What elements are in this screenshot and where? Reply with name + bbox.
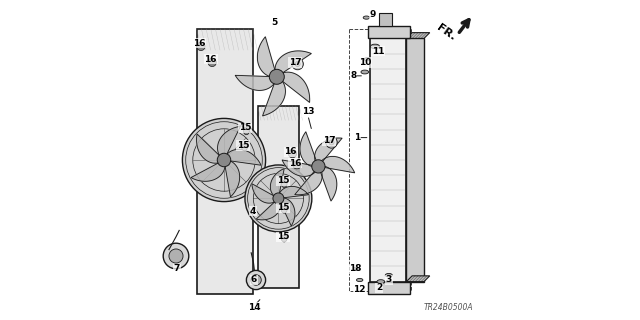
Text: 1: 1 <box>354 133 360 142</box>
Polygon shape <box>278 198 295 226</box>
Circle shape <box>182 118 266 202</box>
Bar <box>197 29 253 294</box>
Polygon shape <box>300 132 319 166</box>
Polygon shape <box>236 75 277 91</box>
Text: 16: 16 <box>289 159 301 168</box>
Ellipse shape <box>364 16 370 19</box>
Text: 16: 16 <box>284 148 297 156</box>
Ellipse shape <box>377 280 385 284</box>
Circle shape <box>208 58 216 67</box>
Circle shape <box>245 165 312 232</box>
Text: 15: 15 <box>237 141 250 150</box>
Polygon shape <box>278 187 308 198</box>
Ellipse shape <box>361 70 369 74</box>
Text: 11: 11 <box>372 47 385 56</box>
Polygon shape <box>270 169 284 198</box>
Text: 2: 2 <box>376 284 382 292</box>
Polygon shape <box>315 138 342 166</box>
Bar <box>368 282 410 294</box>
Bar <box>258 106 300 288</box>
Circle shape <box>329 140 334 145</box>
Text: 8: 8 <box>351 71 356 80</box>
Circle shape <box>312 160 325 173</box>
Text: 10: 10 <box>359 58 371 67</box>
Polygon shape <box>262 77 285 116</box>
Bar <box>379 13 392 26</box>
Ellipse shape <box>282 180 287 188</box>
Polygon shape <box>275 51 311 77</box>
Text: 17: 17 <box>323 136 335 145</box>
Text: 15: 15 <box>277 232 289 241</box>
Circle shape <box>251 275 261 285</box>
Circle shape <box>295 61 300 67</box>
Circle shape <box>197 42 205 51</box>
Ellipse shape <box>371 44 380 49</box>
Ellipse shape <box>385 273 392 277</box>
Ellipse shape <box>242 144 248 151</box>
Ellipse shape <box>356 278 363 282</box>
Polygon shape <box>252 184 278 203</box>
Circle shape <box>273 193 284 204</box>
Text: 12: 12 <box>353 285 366 294</box>
Text: FR.: FR. <box>435 23 457 43</box>
Polygon shape <box>224 149 261 165</box>
Ellipse shape <box>282 235 287 242</box>
Ellipse shape <box>353 267 360 270</box>
Circle shape <box>326 137 337 148</box>
Polygon shape <box>319 156 355 173</box>
Circle shape <box>163 243 189 269</box>
Polygon shape <box>406 33 430 38</box>
Text: 18: 18 <box>349 264 362 273</box>
Text: 14: 14 <box>248 303 260 312</box>
Text: 9: 9 <box>370 10 376 19</box>
Circle shape <box>169 249 183 263</box>
Polygon shape <box>196 134 224 163</box>
Circle shape <box>269 69 284 84</box>
Bar <box>368 26 410 38</box>
Text: 17: 17 <box>289 58 301 67</box>
Text: 16: 16 <box>193 39 205 48</box>
Text: 15: 15 <box>277 176 289 185</box>
Ellipse shape <box>282 206 287 213</box>
Text: 7: 7 <box>173 264 180 273</box>
Polygon shape <box>191 160 225 181</box>
Polygon shape <box>282 160 319 176</box>
Circle shape <box>292 161 301 169</box>
Circle shape <box>292 58 303 70</box>
Ellipse shape <box>364 58 371 61</box>
Text: TR24B0500A: TR24B0500A <box>424 303 474 312</box>
Polygon shape <box>218 126 241 160</box>
Text: 4: 4 <box>250 207 256 216</box>
Text: 16: 16 <box>204 55 217 64</box>
Polygon shape <box>319 166 337 201</box>
Ellipse shape <box>243 128 250 135</box>
Polygon shape <box>277 72 310 102</box>
Polygon shape <box>256 198 281 220</box>
Bar <box>370 38 406 282</box>
Text: 6: 6 <box>251 276 257 284</box>
Polygon shape <box>295 166 322 195</box>
Polygon shape <box>224 160 239 197</box>
Circle shape <box>246 270 266 290</box>
Text: 3: 3 <box>386 276 392 284</box>
Circle shape <box>288 149 297 158</box>
Text: 5: 5 <box>271 18 278 27</box>
Text: 15: 15 <box>239 124 252 132</box>
Text: 15: 15 <box>277 204 289 212</box>
Polygon shape <box>406 38 424 282</box>
Text: 13: 13 <box>301 108 314 116</box>
Circle shape <box>217 153 231 167</box>
Polygon shape <box>257 37 277 77</box>
Polygon shape <box>406 276 430 282</box>
